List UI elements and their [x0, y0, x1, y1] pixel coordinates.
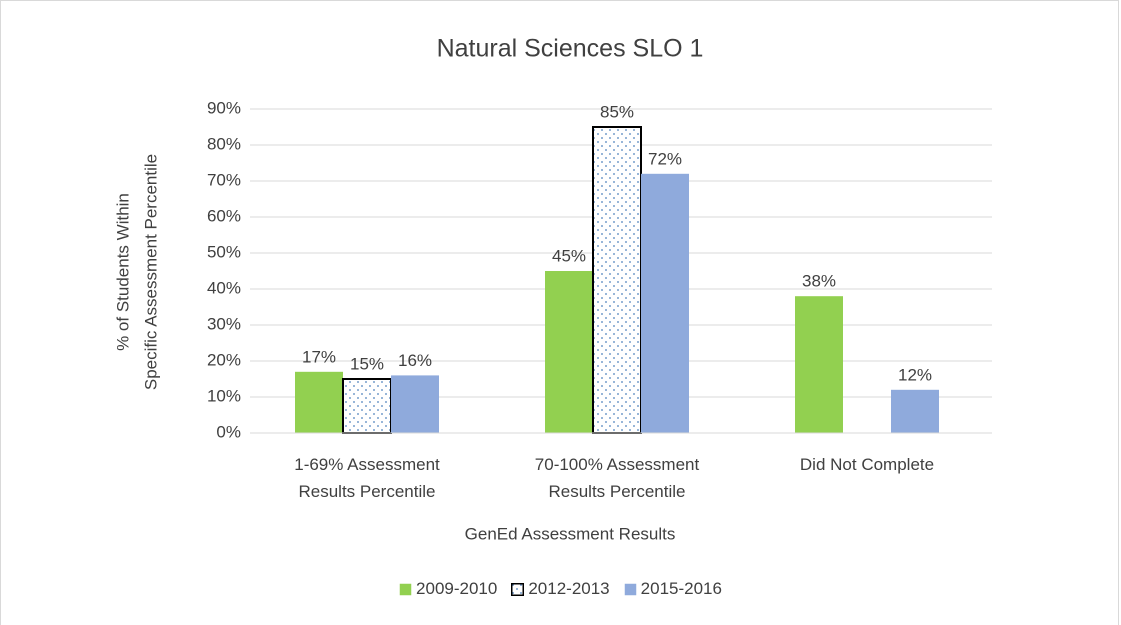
legend-item: 2015-2016: [624, 579, 722, 599]
y-tick-label: 30%: [207, 314, 241, 333]
y-tick-label: 60%: [207, 206, 241, 225]
data-label: 17%: [302, 347, 336, 366]
x-axis-title: GenEd Assessment Results: [465, 524, 676, 543]
bar: [641, 173, 689, 434]
bar: [545, 271, 593, 433]
x-tick-label: 1-69% Assessment Results Percentile: [294, 455, 440, 501]
data-label: 38%: [802, 272, 836, 291]
bar: [592, 126, 642, 434]
y-tick-label: 50%: [207, 242, 241, 261]
y-axis-title-line: Specific Assessment Percentile: [141, 154, 160, 390]
y-axis-title-line: % of Students Within: [113, 193, 132, 351]
y-tick-label: 70%: [207, 170, 241, 189]
legend-swatch: [399, 583, 412, 595]
x-tick-label: 70-100% Assessment Results Percentile: [534, 455, 700, 501]
bar: [795, 296, 843, 433]
y-tick-label: 40%: [207, 278, 241, 297]
legend-label: 2009-2010: [416, 579, 498, 598]
legend-label: 2012-2013: [528, 579, 610, 598]
y-tick-label: 10%: [207, 386, 241, 405]
bar: [342, 378, 392, 434]
data-label: 12%: [898, 365, 932, 384]
y-tick-label: 90%: [207, 98, 241, 117]
data-label: 16%: [398, 351, 432, 370]
y-tick-label: 80%: [207, 134, 241, 153]
data-label: 45%: [552, 246, 586, 265]
legend-swatch-fill: [624, 583, 636, 595]
legend-swatch-fill: [399, 583, 412, 595]
legend: 2009-2010 2012-2013 2015-2016: [0, 579, 1121, 599]
legend-label: 2015-2016: [640, 579, 722, 598]
y-tick-label: 20%: [207, 350, 241, 369]
legend-item: 2012-2013: [511, 579, 610, 599]
bar: [891, 389, 939, 433]
data-label: 85%: [600, 102, 634, 121]
y-tick-label: 0%: [216, 422, 241, 441]
legend-item: 2009-2010: [399, 579, 497, 599]
legend-swatch: [511, 582, 525, 596]
x-tick-label: Did Not Complete: [799, 455, 935, 474]
data-label: 15%: [350, 354, 384, 373]
legend-swatch: [624, 583, 636, 595]
bar: [295, 371, 343, 433]
y-axis-title: % of Students Within Specific Assessment…: [113, 154, 160, 390]
bar: [391, 375, 439, 433]
legend-swatch-fill: [511, 582, 525, 596]
chart-title: Natural Sciences SLO 1: [437, 35, 704, 63]
data-label: 72%: [648, 149, 682, 168]
